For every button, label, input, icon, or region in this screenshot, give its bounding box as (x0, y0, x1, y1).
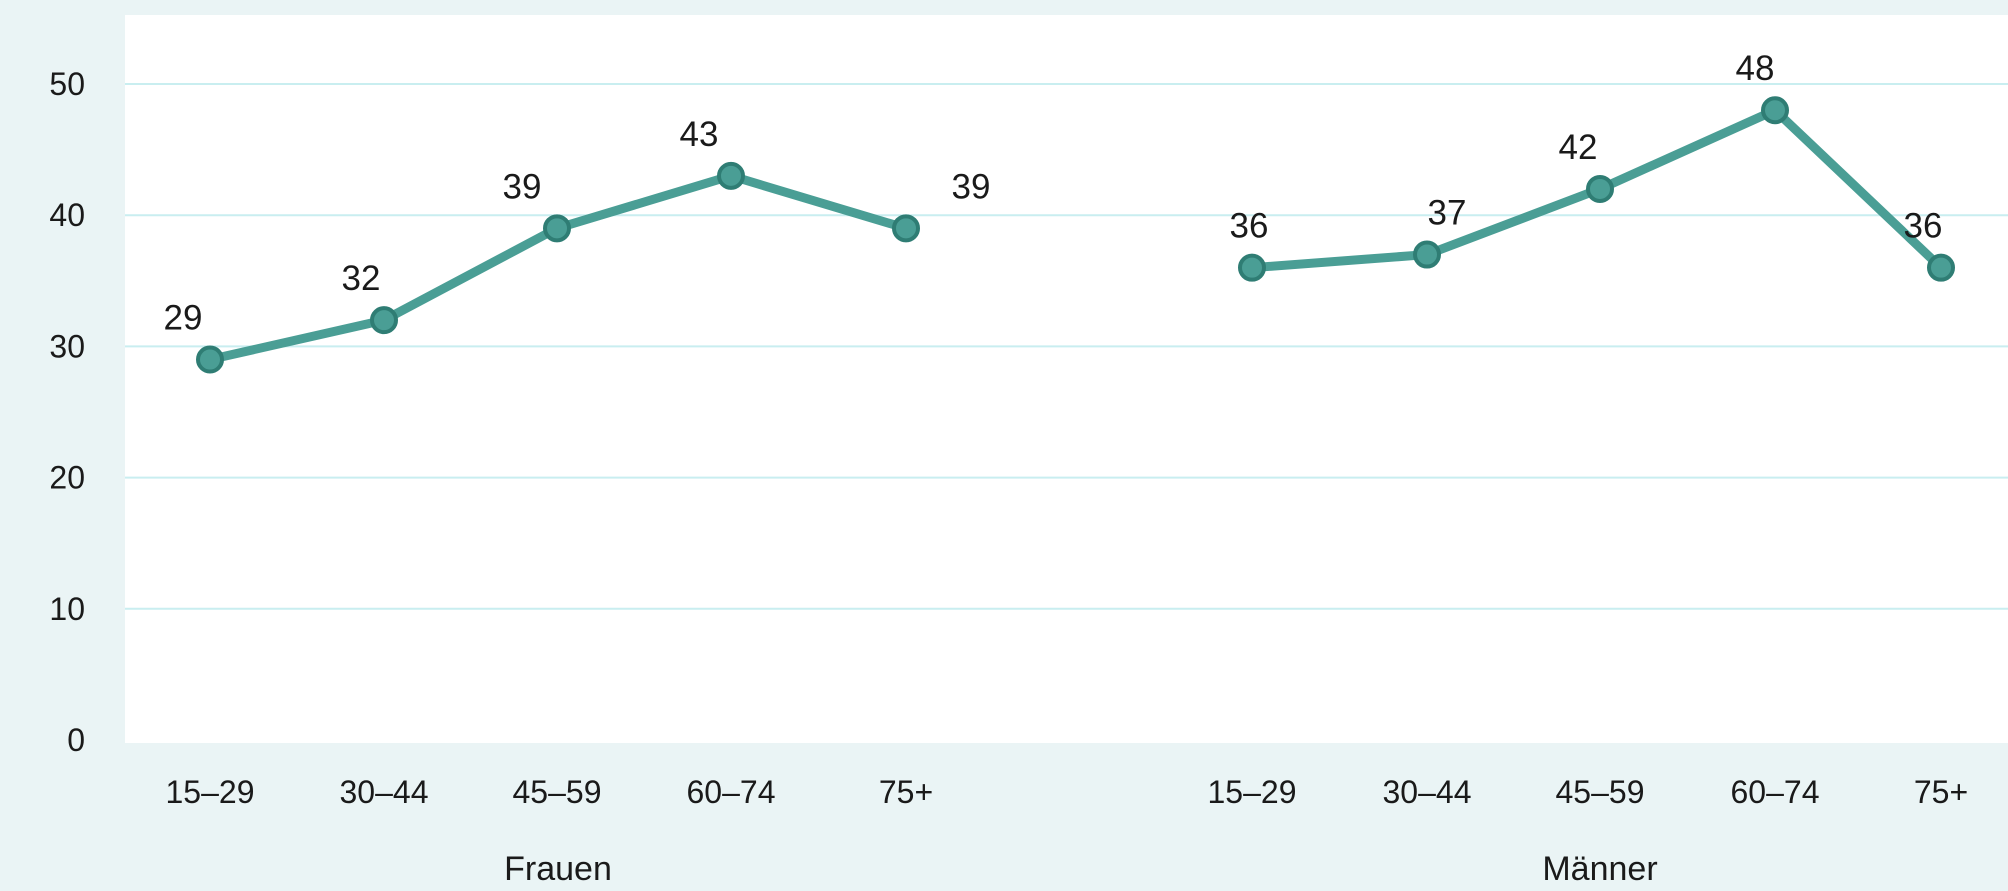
data-label: 42 (1559, 128, 1598, 167)
data-label: 43 (680, 115, 719, 154)
data-point (1761, 96, 1789, 125)
data-label: 37 (1428, 194, 1467, 233)
data-label: 36 (1230, 207, 1269, 246)
data-label: 36 (1904, 207, 1943, 246)
x-tick-label: 45–59 (1556, 774, 1645, 810)
data-label: 39 (952, 167, 991, 206)
plot-area (125, 15, 2008, 743)
series-lines: 29 32 39 43 39 36 37 42 48 36 (164, 49, 1955, 374)
y-tick-label: 0 (67, 722, 85, 758)
group-label-frauen: Frauen (504, 850, 612, 888)
x-tick-label: 15–29 (166, 774, 255, 810)
x-tick-label: 60–74 (687, 774, 776, 810)
y-axis-tick-labels: 0 10 20 30 40 50 (49, 66, 85, 758)
data-point (1413, 240, 1441, 269)
data-label: 48 (1736, 49, 1775, 88)
x-tick-label: 75+ (1914, 774, 1968, 810)
data-point (892, 214, 920, 243)
data-point (1927, 253, 1955, 282)
y-tick-label: 40 (49, 197, 85, 233)
data-point (196, 345, 224, 374)
data-point (717, 161, 745, 190)
y-tick-label: 10 (49, 591, 85, 627)
x-tick-label: 15–29 (1208, 774, 1297, 810)
x-tick-label: 45–59 (513, 774, 602, 810)
y-tick-label: 30 (49, 328, 85, 364)
data-label: 39 (503, 167, 542, 206)
data-point (1586, 174, 1614, 203)
data-point (543, 214, 571, 243)
data-label: 29 (164, 299, 203, 338)
x-axis-tick-labels: 15–29 30–44 45–59 60–74 75+ 15–29 30–44 45–59 60… (166, 774, 1969, 810)
group-labels: Frauen Männer (504, 850, 1658, 888)
group-label-männer: Männer (1542, 850, 1657, 888)
gridlines (125, 83, 2008, 610)
data-label: 32 (342, 259, 381, 298)
data-point (370, 306, 398, 335)
y-tick-label: 50 (49, 66, 85, 102)
x-tick-label: 75+ (879, 774, 933, 810)
data-point (1238, 253, 1266, 282)
y-tick-label: 20 (49, 460, 85, 496)
x-tick-label: 60–74 (1731, 774, 1820, 810)
x-tick-label: 30–44 (1383, 774, 1472, 810)
x-tick-label: 30–44 (340, 774, 429, 810)
